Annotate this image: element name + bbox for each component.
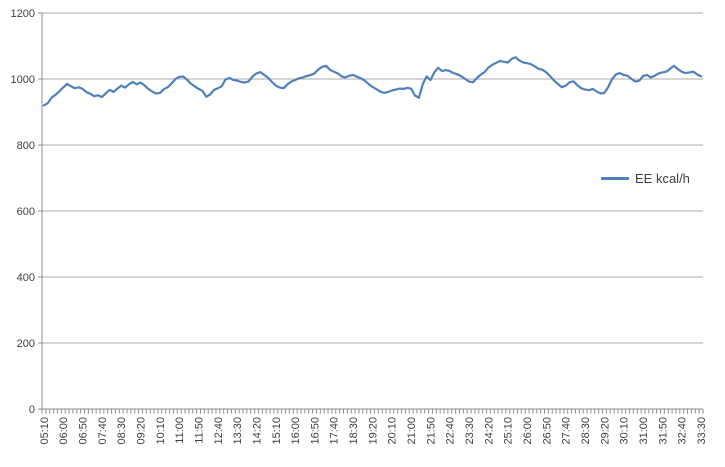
- x-axis-label: 08:30: [116, 417, 128, 445]
- y-axis-label: 1200: [11, 8, 35, 20]
- x-axis-label: 31:50: [657, 417, 669, 445]
- x-axis-label: 22:40: [445, 417, 457, 445]
- x-axis-label: 24:20: [483, 417, 495, 445]
- ee-series-line: [42, 56, 703, 107]
- x-axis-label: 28:30: [580, 417, 592, 445]
- chart-legend: EE kcal/h: [601, 171, 690, 186]
- x-axis-label: 11:50: [193, 417, 205, 444]
- x-axis-label: 16:00: [290, 417, 302, 445]
- y-axis-label: 1000: [11, 74, 35, 86]
- x-axis-label: 19:20: [367, 417, 379, 445]
- x-axis-label: 06:50: [77, 417, 89, 445]
- x-axis-label: 15:10: [271, 417, 283, 445]
- x-axis-label: 30:10: [619, 417, 631, 445]
- x-axis-label: 32:40: [677, 417, 689, 445]
- legend-line-swatch: [601, 177, 629, 180]
- y-axis-label: 600: [17, 206, 35, 218]
- x-axis-label: 26:50: [541, 417, 553, 445]
- x-axis-label: 06:00: [58, 417, 70, 445]
- x-axis-label: 17:40: [329, 417, 341, 445]
- y-axis-label: 200: [17, 338, 35, 350]
- x-axis-label: 16:50: [309, 417, 321, 445]
- x-axis-label: 20:10: [387, 417, 399, 445]
- x-axis-label: 14:20: [251, 417, 263, 445]
- x-axis-label: 29:20: [599, 417, 611, 445]
- x-axis-label: 23:30: [464, 417, 476, 445]
- x-axis-label: 07:40: [97, 417, 109, 445]
- x-axis-label: 10:10: [155, 417, 167, 445]
- x-axis-label: 21:50: [425, 417, 437, 445]
- x-axis-label: 26:00: [522, 417, 534, 445]
- x-axis-label: 12:40: [213, 417, 225, 445]
- x-axis-label: 18:30: [348, 417, 360, 445]
- x-axis-label: 31:00: [638, 417, 650, 445]
- x-axis-label: 21:00: [406, 417, 418, 445]
- x-axis-label: 09:20: [135, 417, 147, 445]
- y-axis-label: 800: [17, 140, 35, 152]
- x-axis-label: 33:30: [696, 417, 708, 445]
- y-axis-label: 0: [29, 404, 35, 416]
- y-axis-label: 400: [17, 272, 35, 284]
- x-axis-label: 27:40: [561, 417, 573, 445]
- x-axis-label: 25:10: [503, 417, 515, 445]
- x-axis-label: 11:00: [174, 417, 186, 444]
- x-axis-label: 13:30: [232, 417, 244, 445]
- legend-label: EE kcal/h: [635, 171, 690, 186]
- x-axis-label: 05:10: [39, 417, 51, 445]
